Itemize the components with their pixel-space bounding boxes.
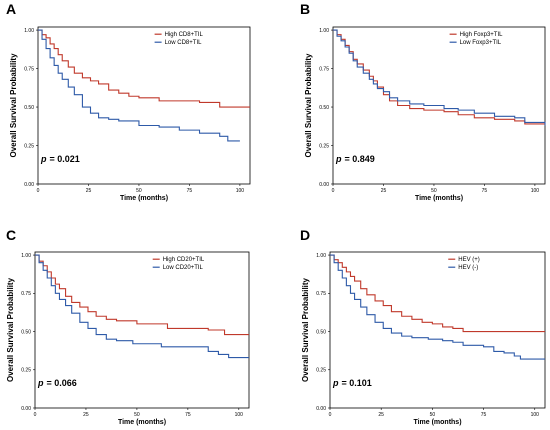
x-tick-label: 50 — [431, 188, 437, 194]
survival-curve-low — [330, 254, 545, 360]
panel-letter: C — [6, 227, 16, 243]
x-tick-label: 100 — [531, 412, 540, 418]
panel-letter: D — [300, 227, 310, 243]
y-axis-label: Overall Survival Probability — [6, 277, 15, 382]
p-value-text: = 0.066 — [47, 378, 77, 388]
x-tick-label: 0 — [329, 412, 332, 418]
y-axis-label: Overall Survival Probability — [304, 53, 313, 158]
x-tick-label: 0 — [34, 412, 37, 418]
x-tick-label: 0 — [332, 188, 335, 194]
legend-label: Low CD20+TIL — [163, 265, 204, 271]
legend-label: Low CD8+TIL — [165, 40, 203, 46]
legend-label: High CD20+TIL — [163, 257, 205, 263]
y-tick-label: 0.25 — [316, 368, 326, 374]
p-value-label: p = 0.066 — [37, 378, 77, 388]
y-tick-label: 0.00 — [319, 182, 329, 188]
y-tick-label: 0.00 — [316, 406, 326, 412]
x-tick-label: 100 — [236, 188, 245, 194]
y-tick-label: 0.75 — [319, 66, 329, 72]
panel-letter: A — [6, 1, 16, 17]
plot-frame — [332, 26, 546, 185]
y-tick-label: 0.50 — [21, 329, 31, 335]
panel-c: C 0.00 0.25 0.50 0.75 1.00 0 25 50 75 100 Time (mon… — [6, 227, 250, 426]
x-tick-label: 75 — [482, 188, 488, 194]
survival-curve-high — [35, 254, 249, 336]
x-tick-label: 50 — [136, 188, 142, 194]
panel-b: B 0.00 0.25 0.50 0.75 1.00 0 25 50 75 100 Time (mon… — [300, 1, 546, 202]
x-tick-label: 25 — [378, 412, 384, 418]
x-tick-label: 100 — [531, 188, 540, 194]
survival-curve-high — [330, 254, 545, 333]
y-tick-label: 0.25 — [319, 143, 329, 149]
x-tick-label: 25 — [86, 188, 92, 194]
y-tick-label: 1.00 — [24, 28, 34, 34]
x-tick-label: 75 — [481, 412, 487, 418]
x-tick-label: 50 — [430, 412, 436, 418]
y-tick-label: 0.00 — [24, 182, 34, 188]
panel-a: A 0.00 0.25 0.50 0.75 1.00 0 25 50 75 100 Time (mon… — [6, 1, 251, 202]
survival-curve-low — [38, 29, 240, 142]
x-axis-label: Time (months) — [120, 195, 168, 202]
x-tick-label: 75 — [185, 412, 191, 418]
y-axis-label: Overall Survival Probability — [9, 53, 18, 158]
y-tick-label: 0.50 — [24, 105, 34, 111]
x-axis-label: Time (months) — [415, 195, 463, 202]
x-tick-label: 25 — [83, 412, 89, 418]
p-value-symbol: p — [40, 154, 47, 164]
y-tick-label: 1.00 — [21, 253, 31, 259]
y-tick-label: 0.75 — [316, 291, 326, 297]
x-tick-label: 50 — [134, 412, 140, 418]
y-tick-label: 0.25 — [21, 368, 31, 374]
x-tick-label: 25 — [381, 188, 387, 194]
x-tick-label: 75 — [187, 188, 193, 194]
plot-frame — [37, 26, 251, 185]
y-tick-label: 1.00 — [316, 253, 326, 259]
y-tick-label: 0.50 — [316, 329, 326, 335]
panel-d: D 0.00 0.25 0.50 0.75 1.00 0 25 50 75 100 Time (mon… — [300, 227, 546, 426]
p-value-label: p = 0.101 — [332, 378, 372, 388]
y-tick-label: 0.50 — [319, 105, 329, 111]
y-axis-label: Overall Survival Probability — [301, 277, 310, 382]
legend-label: Low Foxp3+TIL — [460, 40, 502, 46]
plot-frame — [34, 251, 250, 409]
p-value-symbol: p — [332, 378, 339, 388]
p-value-text: = 0.021 — [50, 154, 80, 164]
y-tick-label: 0.75 — [24, 66, 34, 72]
survival-curve-high — [38, 29, 250, 108]
panel-letter: B — [300, 1, 310, 17]
y-tick-label: 0.00 — [21, 406, 31, 412]
legend-label: HEV (-) — [458, 265, 478, 271]
p-value-text: = 0.849 — [345, 154, 375, 164]
plot-frame — [329, 251, 546, 409]
p-value-text: = 0.101 — [342, 378, 372, 388]
legend-label: High Foxp3+TIL — [460, 32, 504, 38]
y-tick-label: 0.75 — [21, 291, 31, 297]
survival-curve-high — [333, 29, 545, 125]
x-axis-label: Time (months) — [413, 419, 461, 426]
y-tick-label: 1.00 — [319, 28, 329, 34]
p-value-label: p = 0.021 — [40, 154, 80, 164]
y-tick-label: 0.25 — [24, 143, 34, 149]
survival-curve-low — [35, 254, 249, 359]
legend-label: HEV (+) — [458, 257, 480, 263]
p-value-symbol: p — [335, 154, 342, 164]
p-value-symbol: p — [37, 378, 44, 388]
x-tick-label: 0 — [37, 188, 40, 194]
survival-curve-low — [333, 29, 546, 126]
x-axis-label: Time (months) — [118, 419, 166, 426]
p-value-label: p = 0.849 — [335, 154, 375, 164]
legend-label: High CD8+TIL — [165, 32, 204, 38]
x-tick-label: 100 — [235, 412, 244, 418]
